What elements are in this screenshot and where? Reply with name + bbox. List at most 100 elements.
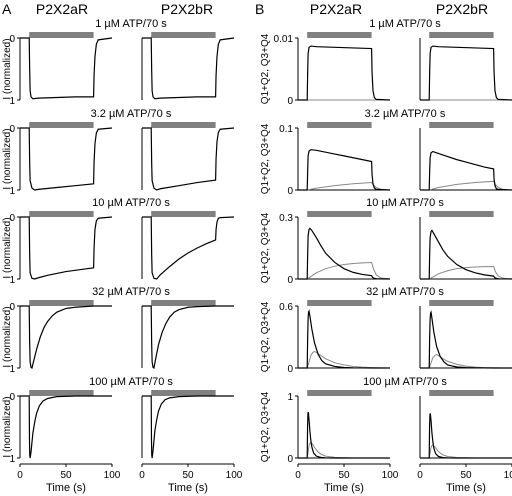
y-tick-label: 0 — [9, 392, 15, 403]
q12-trace — [420, 413, 512, 459]
y-tick-label: 0 — [287, 186, 293, 197]
y-tick-label: 0 — [287, 96, 293, 107]
application-bar — [151, 32, 216, 38]
panel-a-row-title: 10 µM ATP/70 s — [92, 197, 170, 209]
x-axis-label: Time (s) — [324, 482, 364, 494]
y-tick-label: 0.6 — [279, 302, 293, 313]
q12-trace — [420, 229, 512, 280]
panel-a-row-title: 100 µM ATP/70 s — [89, 376, 173, 388]
q12-trace — [298, 149, 391, 191]
x-tick-label: 0 — [295, 470, 301, 481]
panel-b-subplot: 00.6 — [279, 300, 391, 375]
q12-trace — [420, 310, 512, 369]
application-bar — [429, 32, 494, 38]
y-tick-label: 0 — [287, 454, 293, 465]
panel-b-subplot — [419, 122, 512, 191]
application-bar — [429, 390, 494, 396]
application-bar — [151, 211, 216, 217]
panel-b-row-title: 10 µM ATP/70 s — [366, 197, 444, 209]
y-tick-label: 0 — [9, 34, 15, 45]
panel-b-row-title: 32 µM ATP/70 s — [366, 286, 444, 298]
y-axis-label: I (normalized) — [2, 306, 13, 367]
q12-trace — [298, 411, 390, 459]
application-bar — [307, 300, 372, 306]
q34-trace — [298, 261, 391, 280]
current-trace — [20, 37, 113, 100]
current-trace — [20, 127, 113, 191]
panel-a-subplot — [141, 32, 235, 100]
q34-trace — [298, 182, 391, 191]
panel-b-subplot — [419, 300, 512, 369]
application-bar — [429, 211, 494, 217]
current-trace — [142, 395, 234, 459]
y-tick-label: 0 — [9, 124, 15, 135]
q34-trace — [420, 353, 512, 369]
application-bar — [307, 390, 372, 396]
panel-a-subplot: 01 — [9, 300, 112, 375]
y-tick-label: 1 — [287, 392, 293, 403]
x-tick-label: 100 — [226, 470, 243, 481]
q12-trace — [298, 309, 390, 369]
application-bar — [29, 32, 94, 38]
panel-b-subplot: 00.3 — [279, 211, 391, 286]
panel-b-row-title: 1 µM ATP/70 s — [369, 18, 441, 30]
x-tick-label: 0 — [417, 470, 423, 481]
current-trace — [142, 37, 235, 100]
current-trace — [142, 305, 234, 370]
y-tick-label: 0 — [287, 275, 293, 286]
panel-a-subplot: 01 — [9, 122, 113, 197]
panel-a-row-title: 1 µM ATP/70 s — [95, 18, 167, 30]
y-tick-label: 1 — [9, 96, 15, 107]
panel-b-row-title: 3.2 µM ATP/70 s — [365, 108, 446, 120]
application-bar — [429, 300, 494, 306]
x-axis-label: Time (s) — [46, 482, 86, 494]
q34-trace — [298, 350, 391, 369]
panel-a-col-title-2: P2X2bR — [161, 1, 213, 17]
panel-a-subplot: 01 — [9, 211, 113, 286]
y-tick-label: 0 — [287, 364, 293, 375]
panel-b-subplot: 00.01 — [274, 32, 391, 107]
x-tick-label: 100 — [382, 470, 399, 481]
panel-letter-a: A — [2, 1, 12, 17]
panel-b-col-title-1: P2X2aR — [310, 1, 362, 17]
x-tick-label: 100 — [104, 470, 121, 481]
panel-b-subplot — [419, 32, 512, 101]
q12-trace — [420, 150, 512, 191]
y-axis-label: Q1+Q2, Q3+Q4 — [260, 123, 271, 194]
y-axis-label: I (normalized) — [2, 217, 13, 278]
x-tick-label: 0 — [17, 470, 23, 481]
q34-trace — [420, 266, 512, 280]
x-tick-label: 50 — [60, 470, 72, 481]
x-tick-label: 100 — [504, 470, 512, 481]
application-bar — [151, 122, 216, 128]
x-tick-label: 50 — [182, 470, 194, 481]
application-bar — [307, 211, 372, 217]
x-tick-label: 50 — [338, 470, 350, 481]
y-axis-label: I (normalized) — [2, 38, 13, 99]
panel-a-subplot: 0 50 100 Time (s) — [139, 390, 243, 494]
application-bar — [429, 122, 494, 128]
application-bar — [307, 32, 372, 38]
panel-b-row-title: 100 µM ATP/70 s — [363, 376, 447, 388]
y-axis-label: Q1+Q2, Q3+Q4 — [260, 212, 271, 283]
current-trace — [142, 216, 235, 280]
q34-trace — [420, 180, 512, 191]
panel-a-subplot: 01 — [9, 32, 113, 107]
panel-b-subplot: 0 1 0 50 100 Time (s) — [287, 390, 399, 494]
application-bar — [29, 390, 94, 396]
x-axis-label: Time (s) — [446, 482, 486, 494]
q12-trace — [298, 227, 391, 280]
y-tick-label: 1 — [9, 364, 15, 375]
y-tick-label: 0.01 — [274, 34, 294, 45]
application-bar — [151, 300, 216, 306]
q12-trace — [420, 45, 512, 101]
y-axis-label: Q1+Q2, Q3+Q4 — [260, 33, 271, 104]
panel-a-subplot — [141, 211, 235, 280]
y-tick-label: 0 — [9, 302, 15, 313]
panel-a-row-title: 32 µM ATP/70 s — [92, 286, 170, 298]
q12-trace — [298, 45, 391, 101]
y-tick-label: 0.1 — [279, 124, 293, 135]
x-tick-label: 0 — [139, 470, 145, 481]
